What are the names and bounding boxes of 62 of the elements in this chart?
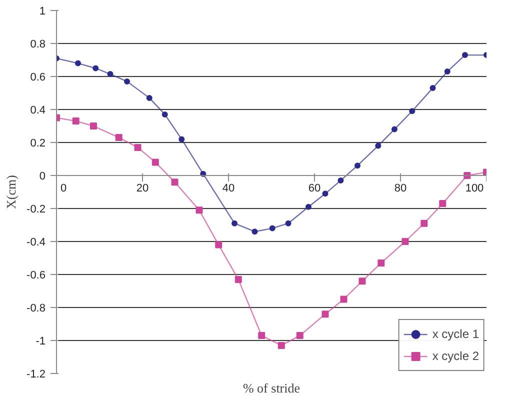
x-tick-label: 20 — [136, 182, 149, 194]
point — [439, 200, 446, 208]
point — [305, 204, 312, 210]
point — [285, 220, 292, 226]
point — [258, 332, 266, 340]
y-tick-label: 0.4 — [30, 104, 46, 116]
y-tick-label: 0.2 — [30, 138, 46, 150]
y-tick-label: -0.4 — [26, 236, 46, 248]
y-tick-label: -0.8 — [26, 302, 46, 314]
point — [115, 134, 122, 142]
point — [152, 158, 159, 166]
point — [402, 238, 409, 245]
x-tick-label: 80 — [394, 182, 407, 194]
point — [358, 278, 366, 285]
point — [162, 111, 168, 118]
point — [375, 142, 382, 149]
point — [338, 177, 344, 184]
legend-label: x cycle 2 — [432, 349, 479, 363]
point — [134, 144, 142, 151]
point — [92, 65, 99, 72]
point — [90, 122, 97, 130]
point — [75, 60, 81, 66]
point — [269, 225, 276, 232]
point — [444, 68, 450, 75]
point — [430, 85, 436, 92]
point — [146, 94, 152, 101]
x-axis-title: % of stride — [242, 380, 300, 396]
point — [322, 190, 328, 197]
y-tick-label: 0.8 — [30, 38, 46, 50]
point — [391, 126, 398, 132]
x-tick-label: 0 — [60, 182, 67, 194]
y-tick-label: 1 — [39, 6, 46, 18]
y-tick-label: 0.6 — [30, 72, 46, 84]
y-tick-label: -0.2 — [26, 204, 46, 216]
point — [107, 71, 114, 78]
y-axis-title: X(cm) — [4, 175, 19, 209]
point — [232, 220, 238, 226]
point — [124, 78, 130, 84]
point — [171, 178, 178, 186]
x-tick-label: 40 — [222, 182, 235, 194]
x-tick-label: 100 — [465, 182, 484, 194]
y-tick-label: -0.6 — [26, 270, 46, 282]
point — [215, 241, 222, 248]
point — [409, 108, 416, 114]
point — [234, 276, 242, 283]
point — [72, 118, 80, 125]
x-tick-label: 60 — [308, 182, 321, 194]
point — [296, 332, 304, 340]
y-tick-label: -1.2 — [26, 368, 46, 380]
point — [278, 342, 285, 349]
point — [420, 220, 428, 227]
point — [322, 310, 329, 318]
point — [378, 259, 385, 266]
point — [196, 206, 203, 214]
point — [252, 228, 258, 235]
point — [340, 296, 348, 303]
y-tick-label: 0 — [39, 170, 46, 182]
point — [354, 162, 360, 169]
point — [178, 136, 185, 142]
y-tick-label: -1 — [36, 336, 46, 348]
point — [462, 52, 468, 58]
legend-label: x cycle 1 — [432, 327, 479, 341]
